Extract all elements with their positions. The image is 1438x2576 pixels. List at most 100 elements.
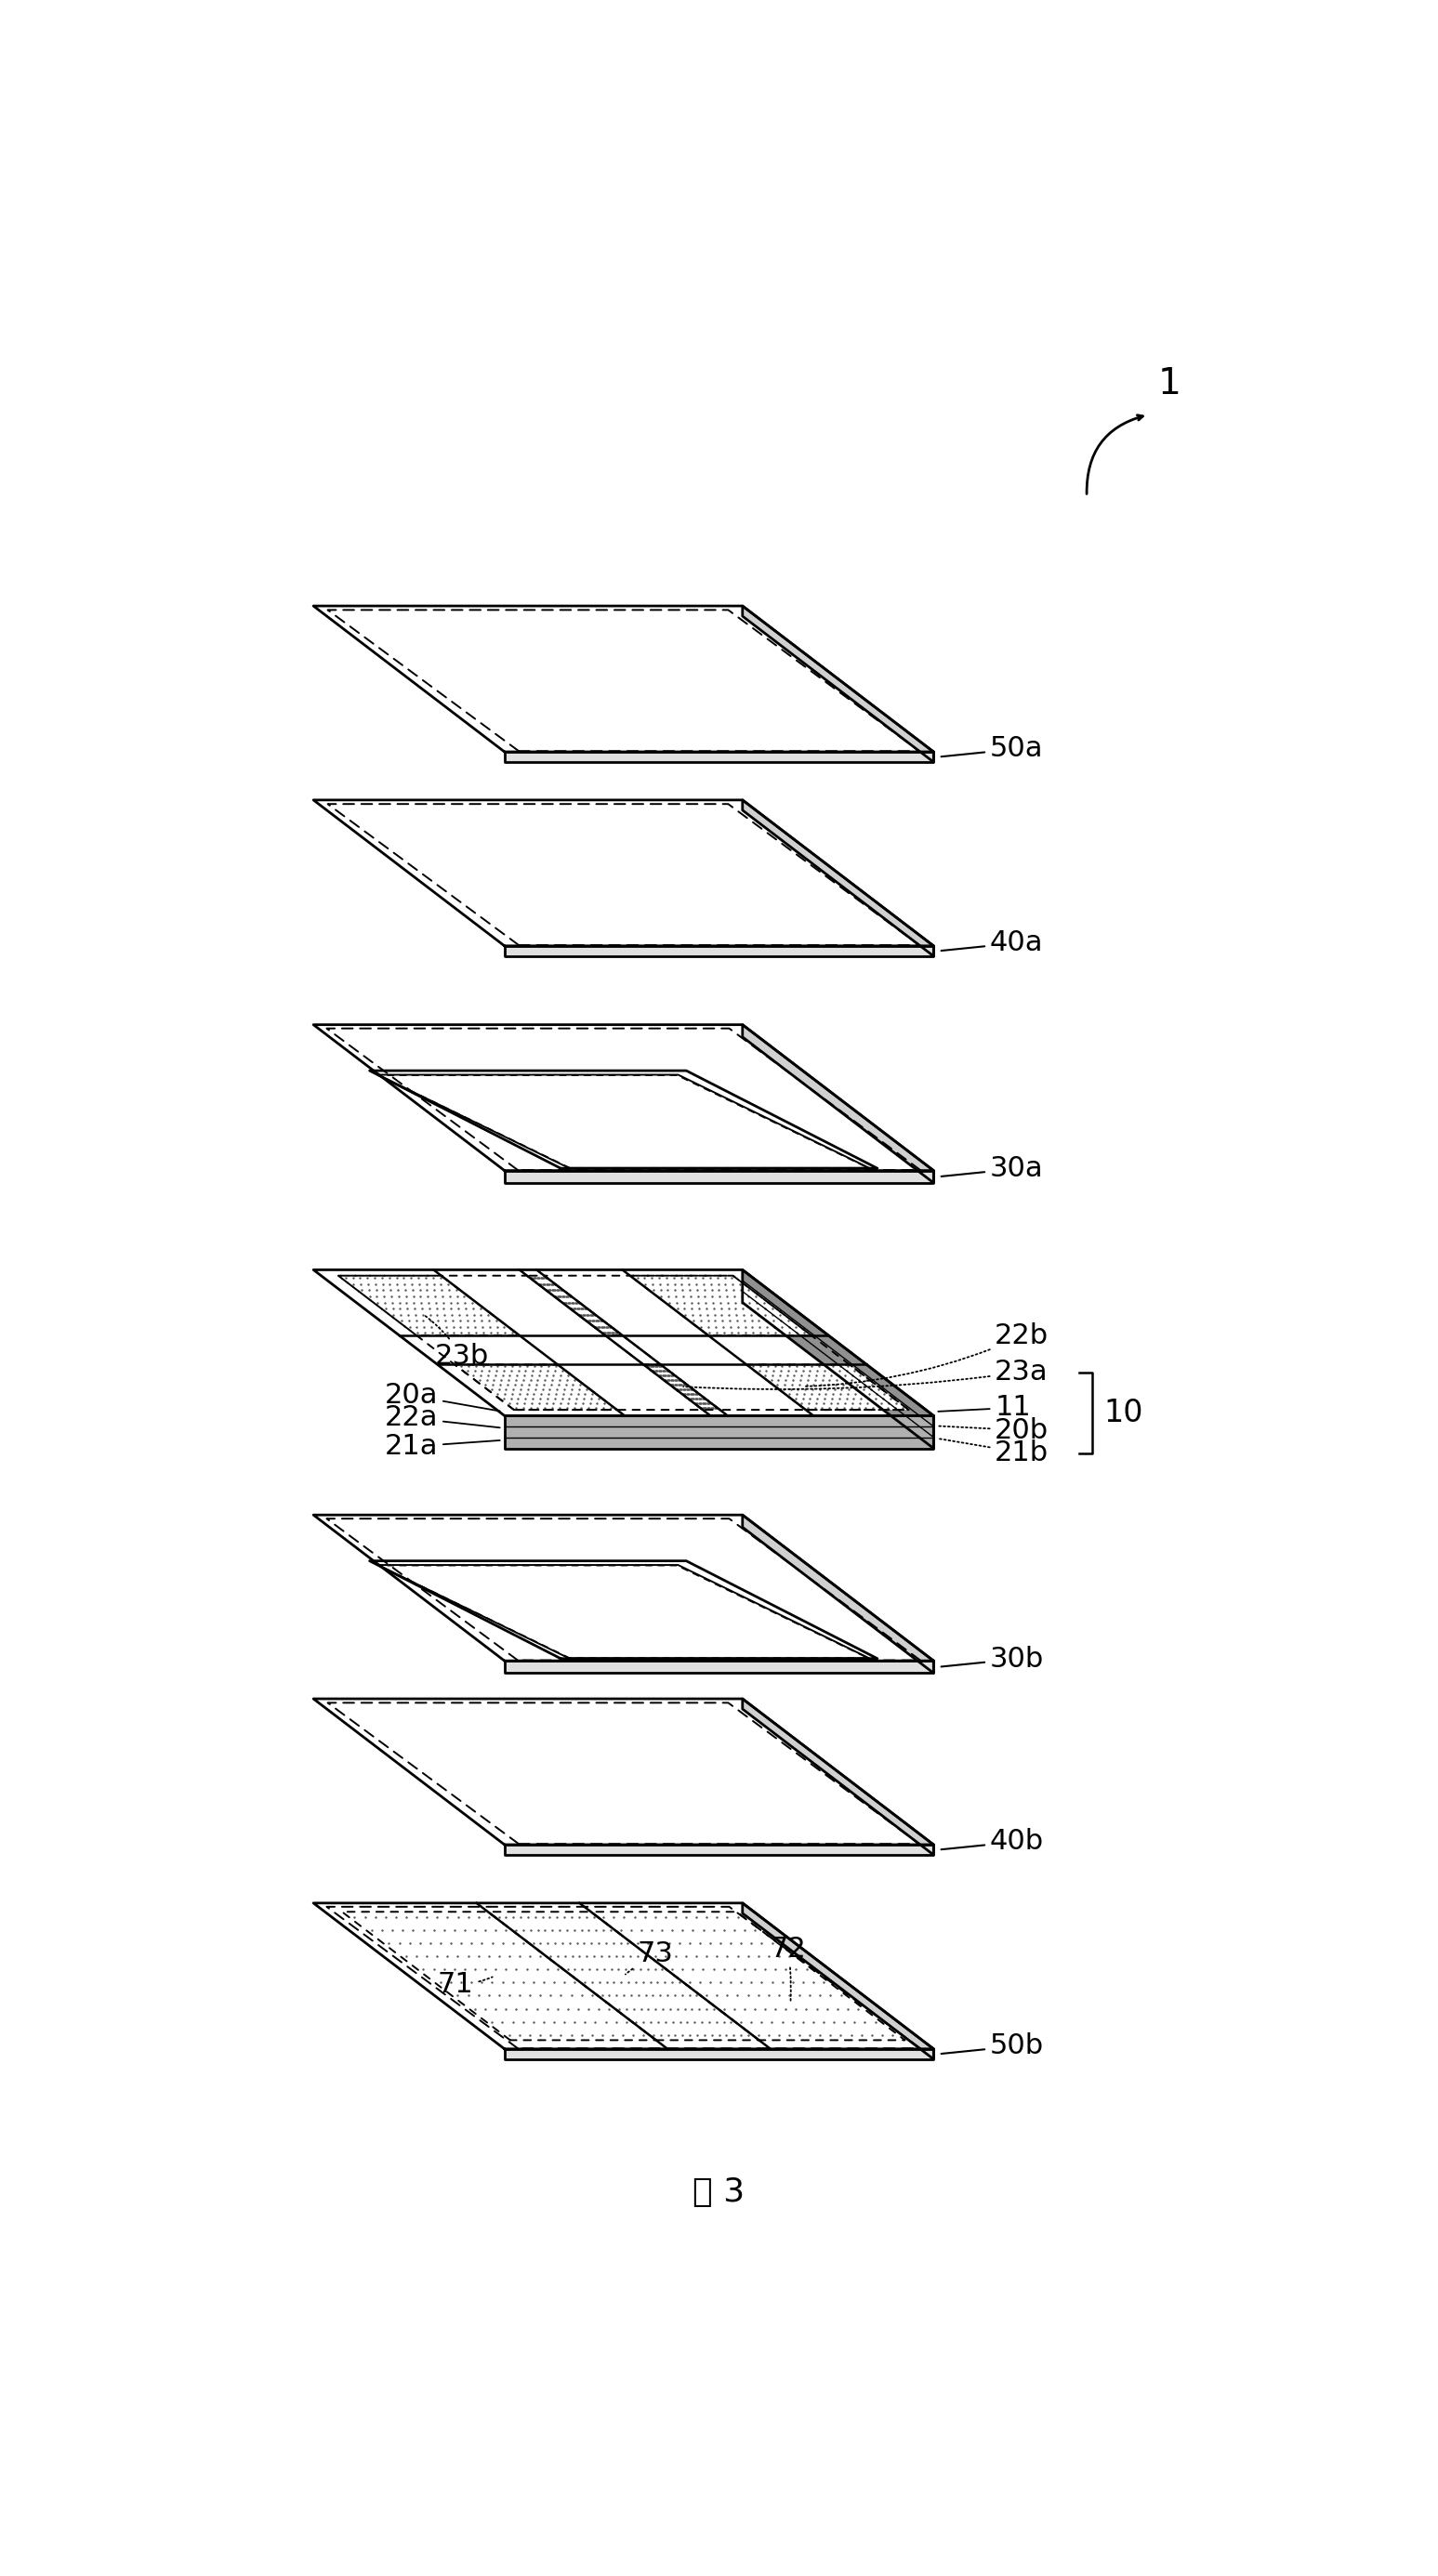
Point xyxy=(666,1989,689,2030)
Point xyxy=(546,1365,569,1406)
Point xyxy=(644,1989,667,2030)
Point xyxy=(666,1288,689,1329)
Polygon shape xyxy=(505,2048,933,2058)
Point xyxy=(679,1373,702,1414)
Point xyxy=(529,1922,552,1963)
Point xyxy=(709,1922,732,1963)
Point xyxy=(440,1288,463,1329)
Point xyxy=(470,1301,493,1342)
Point xyxy=(631,2014,654,2056)
Point xyxy=(870,1383,893,1425)
Point xyxy=(672,1368,695,1409)
Point xyxy=(525,1365,548,1406)
Point xyxy=(483,1355,506,1396)
Point xyxy=(559,1275,582,1316)
Point xyxy=(411,1909,434,1950)
Point xyxy=(568,1365,591,1406)
Point xyxy=(649,1345,672,1386)
Point xyxy=(436,1935,459,1976)
Point xyxy=(749,1345,772,1386)
Point xyxy=(424,1283,447,1324)
Point xyxy=(600,1950,623,1991)
Point xyxy=(715,1275,738,1316)
Point xyxy=(529,1350,552,1391)
Point xyxy=(516,1368,539,1409)
Point xyxy=(663,1365,686,1406)
Point xyxy=(582,1896,605,1937)
Text: 21a: 21a xyxy=(384,1432,500,1461)
Point xyxy=(677,1257,700,1298)
Point xyxy=(835,1378,858,1419)
Point xyxy=(637,1345,660,1386)
Point xyxy=(684,1257,707,1298)
Point xyxy=(526,1360,549,1401)
Point xyxy=(463,1989,486,2030)
Point xyxy=(490,1360,513,1401)
Point xyxy=(558,1283,581,1324)
Point xyxy=(697,1306,720,1347)
Point xyxy=(641,1270,664,1311)
Point xyxy=(690,1378,713,1419)
Point xyxy=(725,1288,748,1329)
Point xyxy=(588,1306,611,1347)
Point xyxy=(584,1306,607,1347)
Point xyxy=(771,1963,794,2004)
Point xyxy=(600,1388,623,1430)
Point xyxy=(664,1935,687,1976)
Point xyxy=(545,1345,568,1386)
Point xyxy=(529,1265,552,1306)
Point xyxy=(487,1896,510,1937)
Point xyxy=(529,1976,552,2017)
Point xyxy=(531,1265,554,1306)
Point xyxy=(637,1989,660,2030)
Point xyxy=(564,1288,587,1329)
Point xyxy=(365,1270,388,1311)
Point xyxy=(825,1989,848,2030)
Polygon shape xyxy=(313,1515,933,1662)
Point xyxy=(572,1922,595,1963)
Point xyxy=(828,1350,851,1391)
Point xyxy=(680,1373,703,1414)
Point xyxy=(567,1283,590,1324)
Point xyxy=(638,1963,661,2004)
Point xyxy=(613,1976,636,2017)
Point xyxy=(754,1989,777,2030)
Point xyxy=(594,1922,617,1963)
Point xyxy=(549,2014,572,2056)
Polygon shape xyxy=(505,945,933,956)
Point xyxy=(755,1301,778,1342)
Point xyxy=(712,1909,735,1950)
Point xyxy=(695,1896,718,1937)
Point xyxy=(364,1896,387,1937)
Point xyxy=(682,1368,705,1409)
Point xyxy=(410,1288,433,1329)
Point xyxy=(672,1950,695,1991)
Point xyxy=(532,2002,555,2043)
Point xyxy=(485,1989,508,2030)
Point xyxy=(385,1257,408,1298)
Point xyxy=(643,1950,666,1991)
Point xyxy=(640,1257,663,1298)
Point xyxy=(562,1909,585,1950)
Point xyxy=(801,1368,824,1409)
Point xyxy=(733,1301,756,1342)
Point xyxy=(877,1383,900,1425)
Point xyxy=(541,1388,564,1430)
Polygon shape xyxy=(742,605,933,762)
Point xyxy=(699,1388,722,1430)
Point xyxy=(693,1270,716,1311)
Point xyxy=(860,2014,883,2056)
Point xyxy=(584,2002,607,2043)
Point xyxy=(450,1963,473,2004)
Point xyxy=(661,1365,684,1406)
Point xyxy=(348,1257,371,1298)
Point xyxy=(400,1257,423,1298)
Point xyxy=(535,1355,558,1396)
Point xyxy=(674,1935,697,1976)
Point xyxy=(873,1373,896,1414)
Point xyxy=(450,1922,473,1963)
Point xyxy=(843,2002,866,2043)
Point xyxy=(475,1360,498,1401)
Point xyxy=(509,1368,532,1409)
Point xyxy=(674,1373,697,1414)
